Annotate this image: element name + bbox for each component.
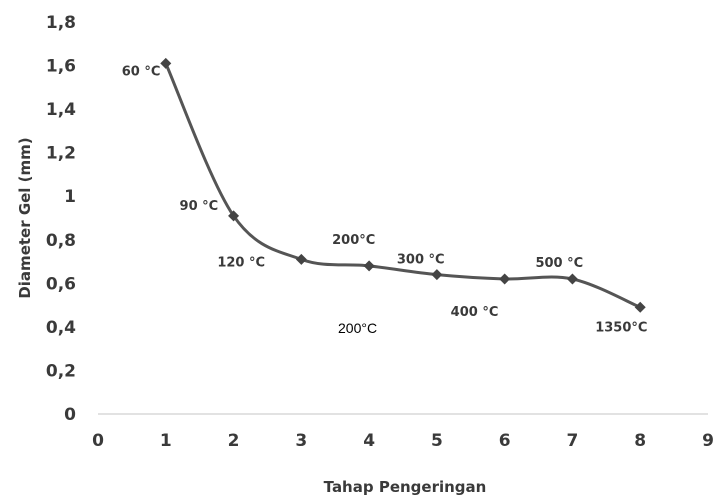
data-point-marker bbox=[431, 269, 443, 281]
x-tick-label: 9 bbox=[702, 431, 714, 451]
data-point-marker bbox=[160, 57, 172, 69]
data-point-marker bbox=[295, 253, 307, 265]
y-tick-label: 0,2 bbox=[46, 361, 76, 381]
data-point-marker bbox=[499, 273, 511, 285]
y-axis-title: Diameter Gel (mm) bbox=[16, 137, 34, 298]
x-tick-label: 3 bbox=[295, 431, 307, 451]
y-tick-label: 1,4 bbox=[46, 100, 76, 120]
data-point-marker bbox=[363, 260, 375, 272]
y-tick-label: 0,8 bbox=[46, 231, 76, 251]
data-label: 90 °C bbox=[180, 199, 219, 214]
annotation-text: 200°C bbox=[338, 320, 377, 336]
data-points bbox=[160, 57, 646, 313]
x-tick-label: 4 bbox=[363, 431, 375, 451]
data-label: 300 °C bbox=[397, 253, 445, 268]
data-label: 60 °C bbox=[122, 64, 161, 79]
y-tick-label: 1,2 bbox=[46, 144, 76, 164]
y-axis-ticks: 0 0,2 0,4 0,6 0,8 1 1,2 1,4 1,6 1,8 bbox=[46, 13, 76, 425]
y-tick-label: 0,6 bbox=[46, 274, 76, 294]
x-tick-label: 5 bbox=[431, 431, 443, 451]
data-label: 500 °C bbox=[535, 256, 583, 271]
data-label: 200°C bbox=[332, 233, 375, 248]
data-label: 400 °C bbox=[451, 305, 499, 320]
data-labels: 60 °C 90 °C 120 °C 200°C 300 °C 400 °C 500 °C 1… bbox=[122, 64, 648, 335]
data-label: 120 °C bbox=[217, 255, 265, 270]
x-axis-title: Tahap Pengeringan bbox=[324, 478, 487, 496]
y-tick-label: 1,8 bbox=[46, 13, 76, 33]
x-tick-label: 2 bbox=[228, 431, 240, 451]
x-tick-label: 0 bbox=[92, 431, 104, 451]
y-tick-label: 1 bbox=[64, 187, 76, 207]
data-point-marker bbox=[566, 273, 578, 285]
y-tick-label: 0,4 bbox=[46, 318, 76, 338]
y-tick-label: 0 bbox=[64, 405, 76, 425]
data-point-marker bbox=[634, 301, 646, 313]
x-axis-ticks: 0 1 2 3 4 5 6 7 8 9 bbox=[92, 431, 714, 451]
data-label: 1350°C bbox=[595, 320, 647, 335]
y-tick-label: 1,6 bbox=[46, 57, 76, 77]
x-tick-label: 8 bbox=[634, 431, 646, 451]
x-tick-label: 7 bbox=[567, 431, 579, 451]
x-tick-label: 1 bbox=[160, 431, 172, 451]
x-tick-label: 6 bbox=[499, 431, 511, 451]
data-point-marker bbox=[228, 210, 240, 222]
